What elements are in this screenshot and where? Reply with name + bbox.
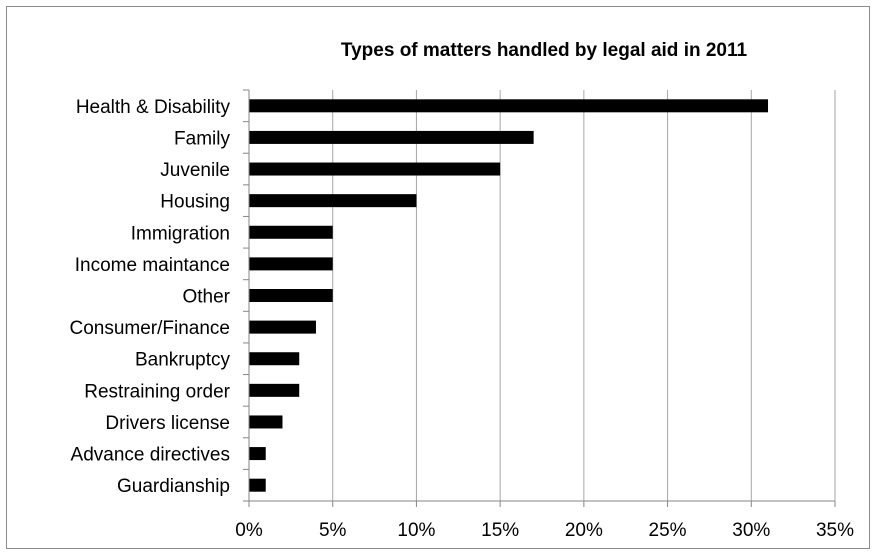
x-tick-label: 10%	[397, 520, 435, 541]
bar	[249, 162, 501, 176]
chart-frame	[6, 6, 870, 549]
x-tick-label: 25%	[649, 520, 687, 541]
category-label: Consumer/Finance	[69, 318, 230, 339]
category-label: Guardianship	[117, 476, 230, 497]
x-tick-label: 20%	[565, 520, 603, 541]
category-label: Income maintance	[75, 255, 230, 276]
bar	[249, 99, 769, 113]
bar	[249, 383, 300, 397]
category-label: Immigration	[131, 223, 230, 244]
category-label: Family	[174, 128, 230, 149]
category-label: Restraining order	[84, 381, 230, 402]
gridlines	[332, 90, 836, 501]
category-label: Drivers license	[105, 413, 230, 434]
x-tick-label: 35%	[816, 520, 854, 541]
bar	[249, 352, 300, 366]
x-tick-label: 0%	[235, 520, 263, 541]
x-tick-labels: 0% 5% 10% 15% 20% 25% 30% 35%	[235, 520, 854, 541]
category-label: Advance directives	[71, 445, 230, 466]
bar	[249, 130, 534, 144]
x-tick-label: 30%	[732, 520, 770, 541]
category-label: Juvenile	[160, 160, 230, 181]
x-tick-label: 5%	[319, 520, 347, 541]
bar	[249, 415, 283, 429]
axes	[243, 89, 836, 507]
bar	[249, 447, 266, 461]
chart-title: Types of matters handled by legal aid in…	[341, 40, 748, 61]
x-tick-label: 15%	[481, 520, 519, 541]
bar	[249, 225, 333, 239]
category-labels: Health & Disability Family Juvenile Housing…	[69, 97, 230, 497]
category-label: Housing	[160, 192, 230, 213]
bar	[249, 478, 266, 492]
bar	[249, 194, 417, 208]
category-label: Other	[182, 287, 230, 308]
bars	[249, 99, 769, 492]
category-label: Health & Disability	[76, 97, 231, 118]
bar	[249, 320, 316, 334]
bar	[249, 289, 333, 302]
bar	[249, 257, 333, 271]
category-label: Bankruptcy	[135, 350, 231, 371]
